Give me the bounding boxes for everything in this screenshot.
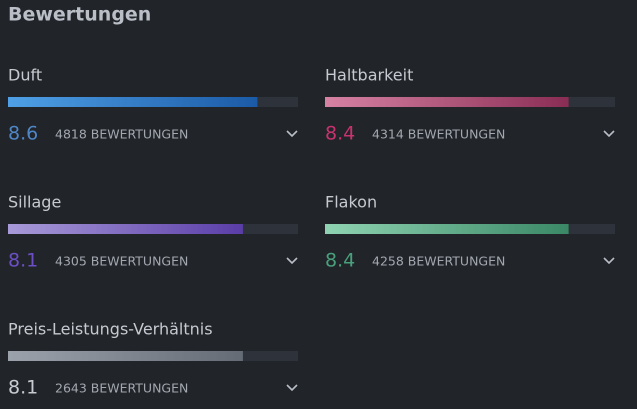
bar [325,97,569,107]
bar [8,97,258,107]
score: 8.6 [8,123,38,145]
bar [325,224,569,234]
rating-label: Preis-Leistungs-Verhältnis [8,320,213,339]
score: 8.1 [8,250,38,272]
panel-title: Bewertungen [8,4,151,26]
score: 8.1 [8,377,38,399]
review-count: 2643 BEWERTUNGEN [55,381,188,396]
bar [8,351,243,361]
bar [8,224,243,234]
rating-label: Sillage [8,193,61,212]
score: 8.4 [325,123,355,145]
expand-chevron[interactable] [286,384,298,392]
score: 8.4 [325,250,355,272]
review-count: 4818 BEWERTUNGEN [55,127,188,142]
expand-chevron[interactable] [286,130,298,138]
rating-label: Flakon [325,193,377,212]
review-count: 4305 BEWERTUNGEN [55,254,188,269]
expand-chevron[interactable] [603,130,615,138]
review-count: 4314 BEWERTUNGEN [372,127,505,142]
rating-label: Duft [8,66,42,85]
rating-label: Haltbarkeit [325,66,413,85]
expand-chevron[interactable] [603,257,615,265]
expand-chevron[interactable] [286,257,298,265]
review-count: 4258 BEWERTUNGEN [372,254,505,269]
